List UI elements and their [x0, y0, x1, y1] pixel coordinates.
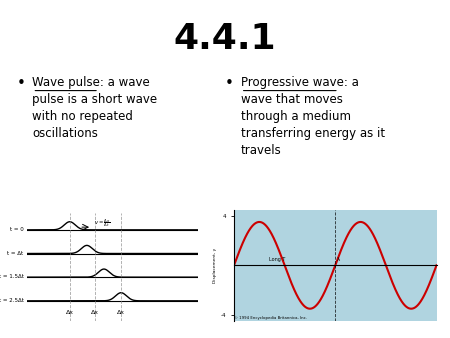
Text: •: • — [17, 76, 26, 91]
Text: t = 2.5Δt: t = 2.5Δt — [0, 298, 23, 303]
Text: λ: λ — [337, 257, 340, 262]
Text: Δx: Δx — [117, 310, 125, 315]
Text: t = 1.5Δt: t = 1.5Δt — [0, 274, 23, 279]
Text: t = 0: t = 0 — [10, 227, 23, 232]
Text: •: • — [225, 76, 234, 91]
Text: $v = \frac{\Delta x}{\Delta t}$: $v = \frac{\Delta x}{\Delta t}$ — [94, 217, 110, 229]
Text: Progressive wave: a
wave that moves
through a medium
transferring energy as it
t: Progressive wave: a wave that moves thro… — [241, 76, 385, 157]
Text: Wave pulse: a wave
pulse is a short wave
with no repeated
oscillations: Wave pulse: a wave pulse is a short wave… — [32, 76, 157, 140]
Text: t = Δt: t = Δt — [8, 251, 23, 256]
Text: Long T: Long T — [269, 257, 285, 262]
Text: Δx: Δx — [66, 310, 74, 315]
Text: Δx: Δx — [91, 310, 99, 315]
Text: Displacement, y: Displacement, y — [213, 248, 216, 283]
Text: 4.4.1: 4.4.1 — [174, 22, 276, 56]
Text: © 1994 Encyclopedia Britannica, Inc.: © 1994 Encyclopedia Britannica, Inc. — [234, 316, 307, 320]
